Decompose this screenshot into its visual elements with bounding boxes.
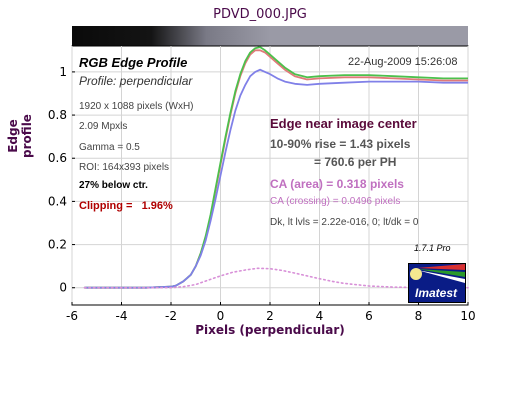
x-tick-label: -2 bbox=[165, 309, 177, 323]
rise-distance: 10-90% rise = 1.43 pixels bbox=[270, 137, 411, 151]
logo-text: Imatest bbox=[415, 286, 458, 300]
y-axis-title: Edge profile bbox=[6, 114, 34, 158]
below-center: 27% below ctr. bbox=[79, 180, 148, 191]
x-tick-label: -4 bbox=[116, 309, 128, 323]
gamma: Gamma = 0.5 bbox=[79, 142, 140, 153]
rise-per-ph: = 760.6 per PH bbox=[314, 155, 397, 169]
version-label: 1.7.1 Pro bbox=[414, 243, 451, 253]
y-tick-label: 0.6 bbox=[48, 151, 67, 165]
x-tick-label: 6 bbox=[365, 309, 373, 323]
roi: ROI: 164x393 pixels bbox=[79, 162, 170, 173]
y-tick-label: 0 bbox=[59, 281, 67, 295]
edge-image-strip bbox=[72, 26, 468, 46]
image-size: 1920 x 1088 pixels (WxH) bbox=[79, 101, 194, 112]
x-tick-label: -6 bbox=[66, 309, 78, 323]
chart-subtitle: Profile: perpendicular bbox=[79, 74, 193, 88]
edge-location-title: Edge near image center bbox=[270, 116, 417, 131]
x-tick-label: 0 bbox=[217, 309, 225, 323]
logo-graphic bbox=[410, 264, 465, 283]
x-tick-label: 2 bbox=[266, 309, 274, 323]
x-axis-title: Pixels (perpendicular) bbox=[195, 323, 345, 337]
ca-area: CA (area) = 0.318 pixels bbox=[270, 177, 404, 191]
series-line-2 bbox=[84, 68, 468, 289]
y-tick-label: 1 bbox=[59, 65, 67, 79]
clipping: Clipping = 1.96% bbox=[79, 200, 173, 212]
y-tick-label: 0.4 bbox=[48, 194, 67, 208]
series-line-3 bbox=[83, 267, 469, 289]
ca-crossing: CA (crossing) = 0.0496 pixels bbox=[270, 196, 401, 207]
megapixels: 2.09 Mpxls bbox=[79, 121, 128, 132]
timestamp: 22-Aug-2009 15:26:08 bbox=[348, 56, 458, 68]
y-tick-label: 0.8 bbox=[48, 108, 67, 122]
file-title: PDVD_000.JPG bbox=[213, 7, 307, 22]
x-tick-label: 10 bbox=[460, 309, 475, 323]
y-tick-label: 0.2 bbox=[48, 238, 67, 252]
x-tick-label: 4 bbox=[316, 309, 324, 323]
imatest-logo: Imatest bbox=[408, 263, 466, 303]
dark-light-levels: Dk, lt lvls = 2.22e-016, 0; lt/dk = 0 bbox=[270, 217, 419, 228]
chart-title: RGB Edge Profile bbox=[79, 55, 188, 70]
x-tick-label: 8 bbox=[415, 309, 423, 323]
